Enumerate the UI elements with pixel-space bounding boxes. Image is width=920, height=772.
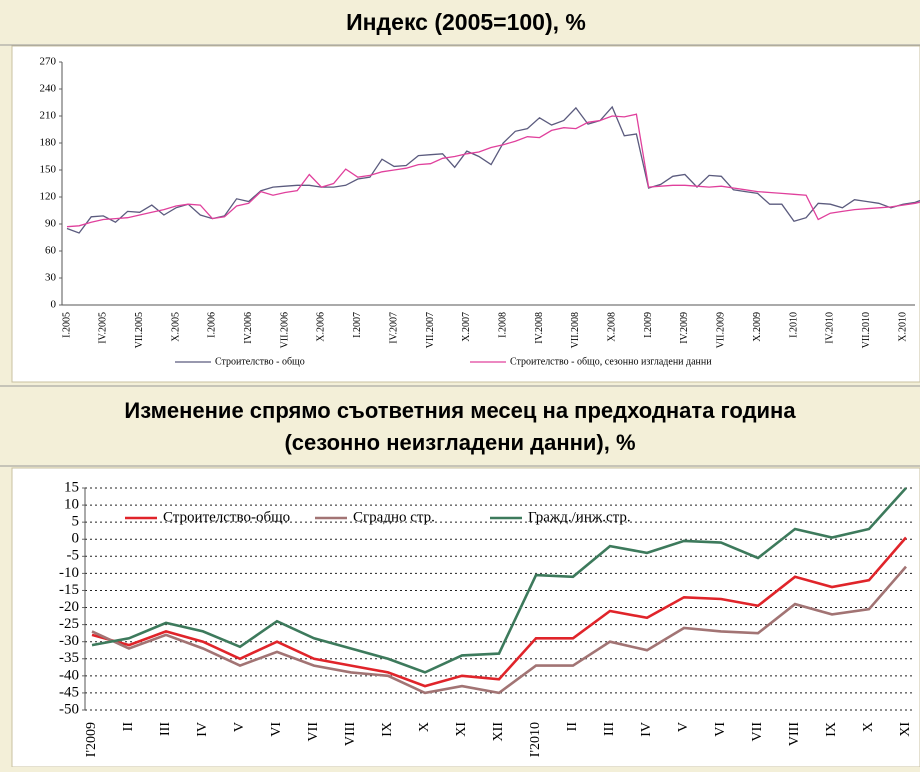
x-tick-label: IX [380,722,395,737]
x-tick-label: III [602,722,617,736]
x-tick-label: I'2010 [528,722,543,757]
y-tick-label: 90 [45,218,57,230]
x-tick-label: IV [195,722,210,737]
y-tick-label: 15 [64,479,79,495]
x-tick-label: I.2006 [207,312,218,338]
y-tick-label: -5 [67,548,80,564]
x-tick-label: XI [454,722,469,737]
chart-title: (сезонно неизгладени данни), % [284,430,635,455]
x-tick-label: VI [269,722,284,737]
y-tick-label: 240 [40,83,57,95]
y-tick-label: -10 [59,565,79,581]
y-tick-label: -45 [59,684,79,700]
x-tick-label: VII.2007 [425,312,436,348]
y-tick-label: 5 [72,514,80,530]
x-tick-label: X [861,722,876,732]
x-tick-label: VII.2009 [716,312,727,348]
legend-label: Строителство - общо, сезонно изгладени д… [510,356,712,367]
x-tick-label: VII [306,722,321,742]
x-tick-label: I.2005 [61,312,72,338]
chart-title: Изменение спрямо съответния месец на пре… [124,398,796,423]
x-tick-label: IV.2006 [243,312,254,344]
x-tick-label: I'2009 [84,722,99,757]
x-tick-label: VIII [787,722,802,746]
x-tick-label: IV.2007 [388,312,399,344]
y-tick-label: -20 [59,599,79,615]
x-tick-label: XII [491,722,506,742]
y-tick-label: -40 [59,667,79,683]
x-tick-label: X.2006 [316,312,327,342]
y-tick-label: 10 [64,497,79,513]
line-series [91,536,907,688]
x-tick-label: VII.2006 [279,312,290,348]
x-tick-label: I.2010 [788,312,799,338]
y-tick-label: 150 [40,164,57,176]
chart-title: Индекс (2005=100), % [346,9,586,35]
y-tick-label: 210 [40,110,57,122]
y-tick-label: 180 [40,137,57,149]
x-tick-label: II [565,722,580,732]
y-tick-label: 0 [72,531,80,547]
x-tick-label: IV.2010 [825,312,836,344]
x-tick-label: V [232,722,247,732]
x-tick-label: I.2007 [352,312,363,338]
x-tick-label: I.2008 [497,312,508,338]
x-tick-label: VI [713,722,728,737]
line-series [91,565,907,695]
legend-label: Строителство-общо [163,509,290,525]
y-tick-label: 120 [40,191,57,203]
y-tick-label: -35 [59,650,79,666]
line-series [66,105,920,234]
x-tick-label: X.2007 [461,312,472,342]
x-tick-label: IV [639,722,654,737]
y-tick-label: 30 [45,272,57,284]
x-tick-label: V [676,722,691,732]
y-tick-label: -15 [59,582,79,598]
y-tick-label: -30 [59,633,79,649]
x-tick-label: X [417,722,432,732]
x-tick-label: VII.2010 [861,312,872,348]
line-series [66,113,920,228]
legend-label: Сградно стр. [353,509,435,525]
x-tick-label: VIII [343,722,358,746]
x-tick-label: X.2005 [170,312,181,342]
x-tick-label: II [121,722,136,732]
x-tick-label: X.2010 [897,312,908,342]
x-tick-label: I.2009 [643,312,654,338]
x-tick-label: X.2008 [607,312,618,342]
x-tick-label: IV.2009 [679,312,690,344]
y-tick-label: 0 [51,299,57,311]
x-tick-label: XI [898,722,913,737]
x-tick-label: VII.2008 [570,312,581,348]
y-tick-label: -25 [59,616,79,632]
x-tick-label: VII [750,722,765,742]
panel [11,467,920,768]
x-tick-label: III [158,722,173,736]
x-tick-label: X.2009 [752,312,763,342]
y-tick-label: -50 [59,701,79,717]
x-tick-label: IV.2008 [534,312,545,344]
legend-label: Строителство - общо [215,356,305,367]
line-series [91,487,907,674]
y-tick-label: 60 [45,245,57,257]
x-tick-label: IX [824,722,839,737]
legend-label: Гражд./инж.стр. [528,509,631,525]
y-tick-label: 270 [40,56,57,68]
x-tick-label: IV.2005 [98,312,109,344]
x-tick-label: VII.2005 [134,312,145,348]
